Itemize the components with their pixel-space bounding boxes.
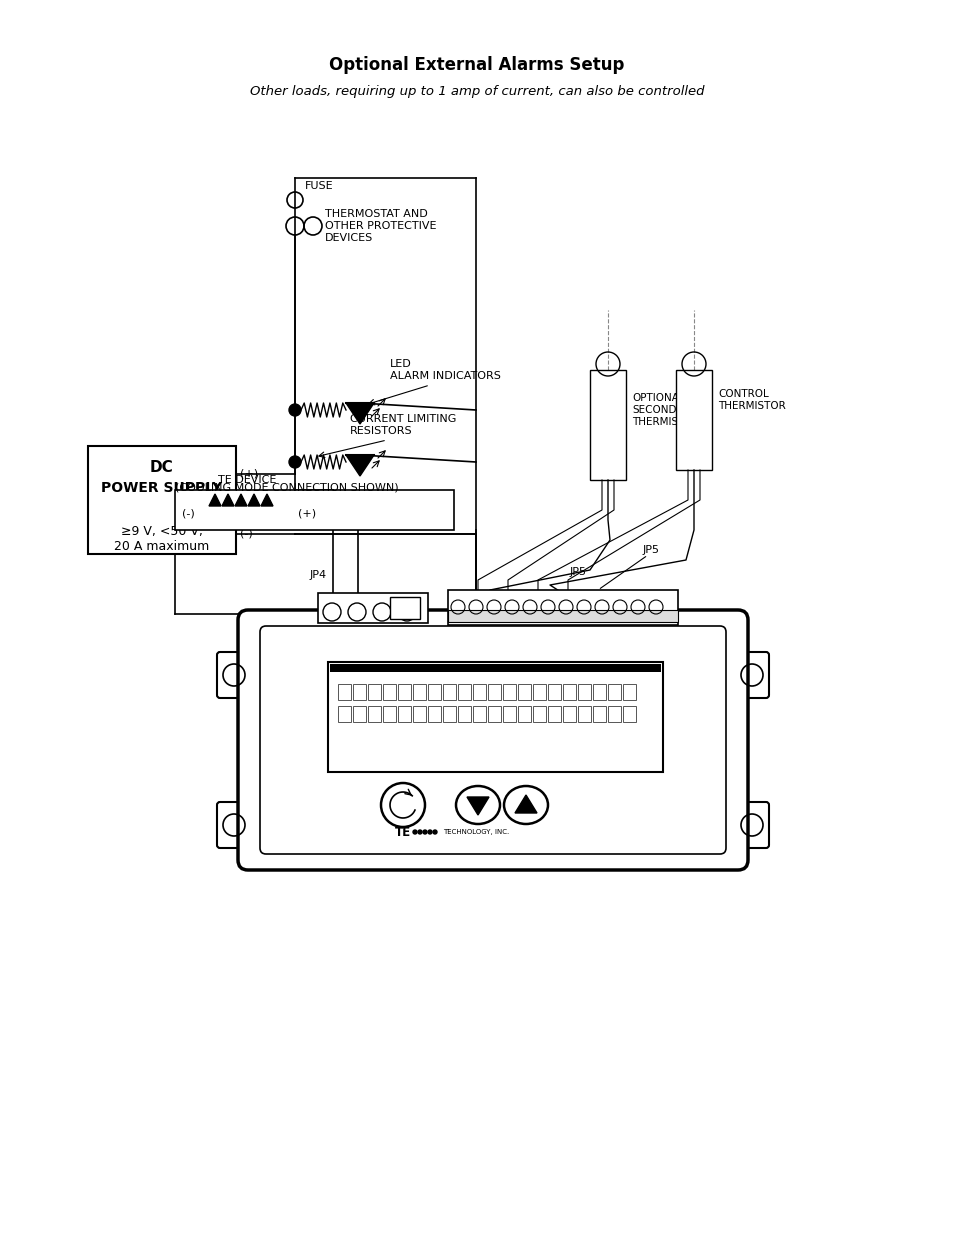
Text: ≥9 V, <50 V,: ≥9 V, <50 V,	[121, 526, 203, 538]
Bar	[330, 664, 660, 672]
Bar	[533, 684, 545, 700]
Text: DC: DC	[150, 461, 173, 475]
Bar	[413, 684, 426, 700]
Bar	[448, 610, 678, 622]
Polygon shape	[209, 494, 221, 506]
Text: JP5: JP5	[569, 567, 586, 577]
Circle shape	[289, 404, 301, 416]
Text: (+): (+)	[297, 509, 315, 519]
Bar	[353, 684, 366, 700]
Text: (-): (-)	[182, 509, 194, 519]
Bar	[317, 593, 428, 622]
Bar	[457, 706, 471, 722]
Bar	[502, 706, 516, 722]
Bar	[337, 684, 351, 700]
Bar	[502, 684, 516, 700]
FancyBboxPatch shape	[734, 652, 768, 698]
Text: CURRENT LIMITING
RESISTORS: CURRENT LIMITING RESISTORS	[350, 414, 456, 436]
Bar	[428, 706, 440, 722]
Bar	[457, 684, 471, 700]
Bar	[88, 446, 235, 555]
Bar	[578, 684, 590, 700]
Bar	[390, 597, 419, 619]
Bar	[473, 684, 485, 700]
Text: THERMOSTAT AND
OTHER PROTECTIVE
DEVICES: THERMOSTAT AND OTHER PROTECTIVE DEVICES	[325, 210, 436, 242]
Polygon shape	[222, 494, 233, 506]
Circle shape	[413, 830, 416, 834]
Bar	[368, 684, 380, 700]
Bar	[428, 684, 440, 700]
Text: TECHNOLOGY, INC.: TECHNOLOGY, INC.	[442, 829, 509, 835]
Text: LED
ALARM INDICATORS: LED ALARM INDICATORS	[390, 359, 500, 380]
Circle shape	[289, 456, 301, 468]
Text: TE: TE	[395, 825, 411, 839]
Bar	[382, 684, 395, 700]
Circle shape	[428, 830, 432, 834]
Bar	[607, 706, 620, 722]
Bar	[337, 706, 351, 722]
Text: 20 A maximum: 20 A maximum	[114, 540, 210, 552]
Bar	[353, 706, 366, 722]
Circle shape	[433, 830, 436, 834]
Bar	[382, 706, 395, 722]
Bar	[488, 706, 500, 722]
Polygon shape	[248, 494, 260, 506]
Text: JP4: JP4	[310, 571, 327, 580]
Text: (-): (-)	[240, 529, 253, 538]
Bar	[607, 684, 620, 700]
Bar	[562, 684, 576, 700]
Bar	[397, 706, 411, 722]
Polygon shape	[467, 797, 489, 815]
Bar	[562, 706, 576, 722]
Bar	[593, 706, 605, 722]
Text: (+): (+)	[240, 469, 258, 479]
FancyBboxPatch shape	[237, 610, 747, 869]
Bar	[622, 706, 636, 722]
Bar	[442, 684, 456, 700]
Text: TE DEVICE: TE DEVICE	[218, 475, 276, 485]
Bar	[517, 706, 531, 722]
Text: Other loads, requiring up to 1 amp of current, can also be controlled: Other loads, requiring up to 1 amp of cu…	[250, 85, 703, 99]
Polygon shape	[515, 795, 537, 813]
Text: Optional External Alarms Setup: Optional External Alarms Setup	[329, 56, 624, 74]
FancyBboxPatch shape	[260, 626, 725, 853]
Text: OPTIONAL
SECONDARY
THERMISTOR: OPTIONAL SECONDARY THERMISTOR	[631, 394, 699, 426]
Polygon shape	[346, 403, 374, 424]
Text: POWER SUPPLY: POWER SUPPLY	[101, 480, 222, 495]
Polygon shape	[234, 494, 247, 506]
Bar	[473, 706, 485, 722]
Bar	[448, 590, 678, 625]
Bar	[488, 684, 500, 700]
Bar	[578, 706, 590, 722]
Bar	[547, 706, 560, 722]
Circle shape	[417, 830, 421, 834]
Text: FUSE: FUSE	[305, 182, 334, 191]
Bar	[368, 706, 380, 722]
Bar	[328, 662, 662, 772]
Circle shape	[422, 830, 427, 834]
Bar	[413, 706, 426, 722]
Text: CONTROL
THERMISTOR: CONTROL THERMISTOR	[718, 389, 785, 411]
Bar	[517, 684, 531, 700]
Text: JP5: JP5	[642, 545, 659, 555]
Bar	[593, 684, 605, 700]
Text: (COOLING MODE CONNECTION SHOWN): (COOLING MODE CONNECTION SHOWN)	[174, 483, 398, 493]
Polygon shape	[346, 454, 374, 475]
Bar	[533, 706, 545, 722]
Bar	[442, 706, 456, 722]
Bar	[174, 490, 454, 530]
FancyBboxPatch shape	[216, 802, 251, 848]
Polygon shape	[261, 494, 273, 506]
Bar	[547, 684, 560, 700]
Bar	[397, 684, 411, 700]
FancyBboxPatch shape	[734, 802, 768, 848]
Bar	[622, 684, 636, 700]
FancyBboxPatch shape	[216, 652, 251, 698]
Bar	[589, 370, 625, 480]
Bar	[676, 370, 711, 471]
